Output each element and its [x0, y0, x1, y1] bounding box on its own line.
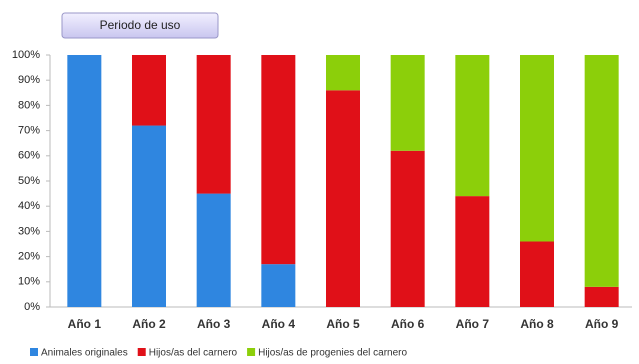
- y-tick-label: 20%: [18, 251, 40, 263]
- bar-segment: [261, 55, 296, 265]
- bar-segment: [132, 125, 166, 307]
- x-tick-label: Año 3: [197, 317, 231, 331]
- x-tick-label: Año 7: [456, 317, 490, 331]
- legend-swatch: [30, 348, 38, 356]
- y-tick-label: 40%: [18, 200, 40, 212]
- legend-label: Animales originales: [41, 348, 128, 359]
- y-tick-label: 70%: [18, 125, 40, 137]
- legend-swatch: [247, 348, 256, 356]
- x-tick-label: Año 1: [68, 317, 102, 331]
- title-button[interactable]: [61, 12, 219, 39]
- bar-segment: [390, 150, 425, 307]
- bar-segment: [455, 196, 490, 307]
- y-tick-label: 0%: [24, 301, 40, 313]
- bar-segment: [520, 55, 554, 242]
- x-tick-label: Año 6: [391, 317, 425, 331]
- bar-segment: [196, 193, 231, 307]
- bar-segment: [261, 264, 296, 307]
- y-tick-label: 100%: [12, 49, 40, 61]
- y-tick-label: 50%: [18, 175, 40, 187]
- bar-segment: [520, 241, 554, 307]
- x-tick-label: Año 5: [326, 317, 360, 331]
- x-tick-label: Año 9: [585, 317, 619, 331]
- legend-swatch: [137, 348, 146, 356]
- y-tick-label: 30%: [18, 225, 40, 237]
- bar-segment: [584, 55, 619, 287]
- bar-segment: [196, 55, 231, 194]
- x-tick-label: Año 2: [132, 317, 166, 331]
- legend-label: Hijos/as de progenies del carnero: [258, 348, 407, 359]
- bar-segment: [390, 55, 425, 151]
- bar-segment: [132, 55, 166, 126]
- y-tick-label: 80%: [18, 99, 40, 111]
- y-tick-label: 10%: [18, 276, 40, 288]
- bar-segment: [584, 286, 619, 307]
- bar-segment: [326, 90, 360, 307]
- chart-title: Periodo de uso: [100, 18, 181, 32]
- legend-label: Hijos/as del carnero: [149, 348, 238, 359]
- x-tick-label: Año 8: [520, 317, 554, 331]
- bar-segment: [455, 55, 490, 197]
- bar-segment: [67, 55, 102, 307]
- y-tick-label: 90%: [18, 74, 40, 86]
- y-tick-label: 60%: [18, 150, 40, 162]
- x-tick-label: Año 4: [262, 317, 296, 331]
- bar-segment: [326, 55, 360, 91]
